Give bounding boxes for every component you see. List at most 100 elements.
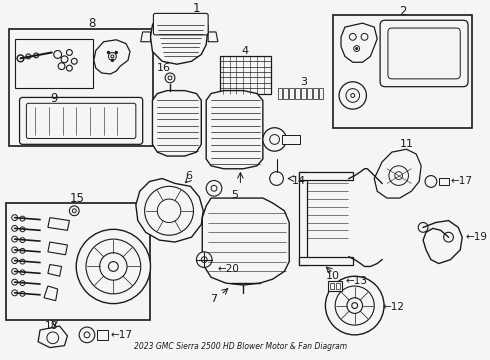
Circle shape (111, 59, 114, 62)
Polygon shape (208, 32, 218, 42)
Text: ←20: ←20 (218, 264, 240, 274)
Text: 6: 6 (185, 171, 192, 181)
Text: 1: 1 (193, 3, 200, 15)
Circle shape (17, 55, 24, 62)
Circle shape (12, 279, 18, 285)
Circle shape (73, 209, 76, 213)
Circle shape (425, 176, 437, 187)
Circle shape (389, 166, 409, 185)
Text: 2: 2 (399, 5, 406, 18)
Text: ←17: ←17 (110, 330, 132, 340)
Circle shape (76, 229, 150, 303)
FancyBboxPatch shape (26, 103, 136, 139)
FancyBboxPatch shape (20, 98, 143, 144)
Circle shape (20, 216, 25, 221)
Circle shape (26, 54, 31, 59)
Circle shape (72, 58, 77, 64)
Polygon shape (48, 217, 70, 230)
Circle shape (61, 56, 68, 63)
Circle shape (54, 50, 62, 58)
Bar (299, 172, 307, 265)
Bar (299, 257, 353, 265)
Polygon shape (152, 91, 201, 156)
Circle shape (443, 232, 453, 242)
Circle shape (86, 239, 141, 294)
Circle shape (47, 332, 59, 344)
Circle shape (263, 128, 286, 151)
Circle shape (157, 199, 181, 222)
Circle shape (107, 51, 110, 54)
Circle shape (12, 247, 18, 253)
Circle shape (20, 238, 25, 243)
Circle shape (115, 51, 118, 54)
Circle shape (58, 63, 65, 69)
Circle shape (12, 258, 18, 264)
Text: ←17: ←17 (450, 176, 472, 186)
Circle shape (20, 281, 25, 285)
Circle shape (211, 185, 217, 191)
Circle shape (168, 76, 172, 80)
Circle shape (335, 286, 374, 325)
Bar (6, 203, 150, 320)
Text: 4: 4 (242, 45, 249, 55)
Circle shape (20, 291, 25, 296)
Circle shape (206, 180, 222, 196)
Circle shape (352, 303, 358, 309)
Circle shape (12, 215, 18, 221)
Bar (15, 39, 93, 88)
Circle shape (70, 206, 79, 216)
Circle shape (356, 48, 358, 50)
Bar (328, 281, 342, 291)
Polygon shape (38, 326, 68, 347)
Circle shape (145, 186, 194, 235)
Bar (439, 177, 448, 185)
Circle shape (20, 227, 25, 232)
Polygon shape (206, 91, 263, 169)
Text: ←19: ←19 (465, 232, 487, 242)
Polygon shape (136, 179, 203, 242)
Bar (277, 88, 282, 99)
Text: 8: 8 (88, 17, 96, 30)
Circle shape (270, 172, 283, 185)
Polygon shape (94, 40, 130, 74)
Circle shape (196, 252, 212, 267)
Circle shape (165, 73, 175, 83)
Text: 9: 9 (50, 92, 57, 105)
Circle shape (351, 94, 355, 98)
Text: 11: 11 (399, 139, 414, 149)
Circle shape (12, 269, 18, 274)
Polygon shape (374, 149, 421, 198)
Bar (97, 330, 108, 340)
Polygon shape (150, 15, 208, 64)
Text: 5: 5 (231, 190, 238, 200)
Bar (333, 15, 472, 128)
Polygon shape (48, 265, 62, 276)
Bar (299, 172, 353, 180)
Bar (282, 135, 300, 144)
Circle shape (12, 225, 18, 231)
FancyBboxPatch shape (380, 20, 468, 87)
Text: 16: 16 (157, 63, 171, 73)
Text: ←12: ←12 (382, 302, 404, 311)
Circle shape (108, 262, 118, 271)
Circle shape (67, 65, 73, 71)
Bar (307, 88, 312, 99)
Circle shape (108, 53, 116, 60)
Bar (220, 57, 270, 94)
Bar (301, 88, 306, 99)
Bar (330, 283, 334, 289)
Bar (318, 88, 323, 99)
Text: 18: 18 (45, 321, 58, 331)
Circle shape (111, 55, 114, 58)
Circle shape (346, 89, 360, 102)
Bar (313, 88, 318, 99)
Circle shape (84, 332, 90, 338)
Bar (295, 88, 300, 99)
FancyBboxPatch shape (388, 28, 460, 79)
Bar (283, 88, 288, 99)
Circle shape (99, 253, 127, 280)
Circle shape (325, 276, 384, 335)
Circle shape (349, 33, 356, 40)
Circle shape (201, 257, 207, 262)
Circle shape (270, 135, 279, 144)
